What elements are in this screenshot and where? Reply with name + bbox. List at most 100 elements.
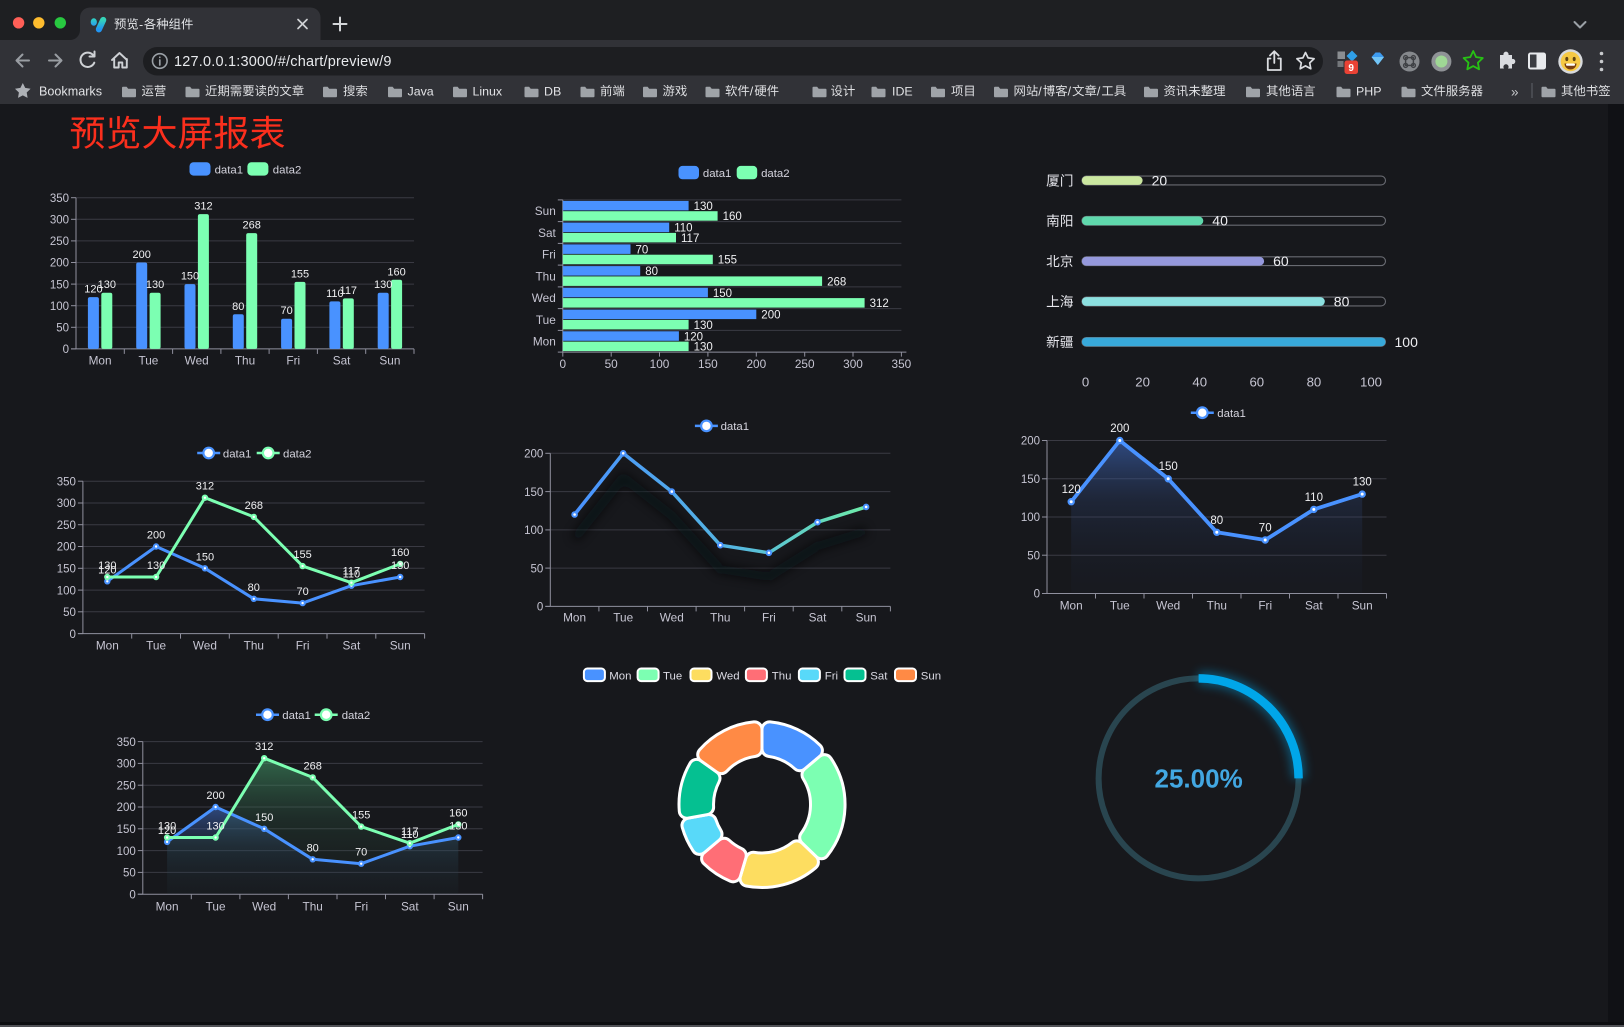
svg-text:Sat: Sat [343,639,361,653]
svg-text:80: 80 [645,266,658,278]
svg-text:40: 40 [1192,374,1207,389]
svg-text:/: / [1068,84,1072,98]
svg-text:80: 80 [1307,374,1322,389]
svg-text:IDE: IDE [892,84,913,98]
svg-text:200: 200 [133,249,151,261]
svg-text:Sat: Sat [538,226,556,240]
svg-text:350: 350 [50,193,69,205]
svg-text:Fri: Fri [296,639,310,653]
svg-text:-: - [139,18,143,32]
svg-text:130: 130 [449,821,467,833]
svg-text:/: / [1038,84,1042,98]
svg-text:Sun: Sun [921,670,941,682]
svg-text:Thu: Thu [1207,599,1227,613]
svg-text:130: 130 [694,201,713,213]
svg-text:0: 0 [69,629,75,641]
svg-text:70: 70 [280,305,292,317]
svg-text:110: 110 [674,223,692,235]
svg-text:110: 110 [1305,492,1323,504]
svg-text:70: 70 [355,847,367,859]
svg-text:200: 200 [50,258,69,270]
svg-text:Tue: Tue [146,639,166,653]
svg-text:0: 0 [560,357,567,371]
svg-text:130: 130 [391,560,409,572]
svg-text:PHP: PHP [1356,84,1381,98]
svg-text:300: 300 [843,357,863,371]
svg-text:data2: data2 [283,448,312,460]
svg-text:250: 250 [50,236,69,248]
svg-text:Sat: Sat [870,670,888,682]
svg-text:120: 120 [1062,484,1081,496]
svg-text:Tue: Tue [1110,599,1130,613]
svg-text:70: 70 [1259,523,1272,535]
svg-text:70: 70 [296,586,308,598]
svg-text:100: 100 [1360,374,1382,389]
svg-text:80: 80 [232,301,244,313]
svg-text:150: 150 [1159,461,1178,473]
svg-text:100: 100 [524,525,543,537]
svg-text:Mon: Mon [563,611,586,625]
svg-text:0: 0 [129,889,135,901]
svg-text:268: 268 [827,276,846,288]
svg-text:150: 150 [181,271,199,283]
svg-text:312: 312 [196,481,214,493]
svg-text:300: 300 [50,215,69,227]
svg-text:Thu: Thu [244,639,264,653]
svg-text:130: 130 [206,821,224,833]
svg-text:data1: data1 [703,168,732,180]
svg-text:117: 117 [343,566,361,578]
svg-text:150: 150 [57,564,76,576]
svg-text:50: 50 [63,607,76,619]
svg-text:100: 100 [50,301,69,313]
svg-text:Sat: Sat [809,611,827,625]
svg-text:20: 20 [1152,172,1168,188]
svg-text:Wed: Wed [532,291,556,305]
svg-text:155: 155 [293,549,311,561]
svg-text:80: 80 [248,582,260,594]
svg-text:Mon: Mon [533,335,556,349]
svg-text:110: 110 [401,829,419,841]
svg-text:200: 200 [746,357,766,371]
svg-text:Thu: Thu [535,269,555,283]
svg-text:200: 200 [1110,423,1129,435]
svg-text:350: 350 [117,737,136,749]
svg-text:Mon: Mon [1060,599,1083,613]
svg-text:data2: data2 [273,164,302,176]
svg-text:300: 300 [117,759,136,771]
svg-text:Wed: Wed [716,670,739,682]
svg-text:150: 150 [524,487,543,499]
svg-text:Mon: Mon [96,639,119,653]
svg-text:Tue: Tue [613,611,633,625]
svg-text:Fri: Fri [825,670,838,682]
svg-text:Fri: Fri [542,248,556,262]
svg-text:Linux: Linux [473,84,503,98]
svg-text:120: 120 [684,331,703,343]
svg-text:9: 9 [1348,63,1354,74]
svg-text:Wed: Wed [1156,599,1180,613]
svg-text:130: 130 [98,279,116,291]
svg-text:0: 0 [1034,589,1040,601]
svg-text:data1: data1 [1217,408,1246,420]
svg-text:312: 312 [194,201,212,213]
svg-text:160: 160 [391,547,409,559]
svg-text:data2: data2 [342,710,371,722]
svg-text:»: » [1511,85,1519,100]
svg-text:Tue: Tue [206,900,226,914]
svg-text:150: 150 [713,288,732,300]
svg-text:Java: Java [408,84,434,98]
svg-text:Fri: Fri [286,354,300,368]
svg-text:Sun: Sun [379,354,400,368]
svg-text:130: 130 [147,560,165,572]
svg-text:250: 250 [57,520,76,532]
svg-text:100: 100 [650,357,670,371]
svg-text:150: 150 [1021,474,1040,486]
svg-text:130: 130 [146,279,164,291]
svg-text:Sun: Sun [856,611,877,625]
svg-text:/: / [750,84,754,98]
svg-text:117: 117 [401,826,419,838]
svg-text:100: 100 [1021,512,1040,524]
svg-text:120: 120 [84,284,102,296]
svg-text:Fri: Fri [1258,599,1272,613]
svg-text:50: 50 [56,323,69,335]
svg-text:Mon: Mon [156,900,179,914]
